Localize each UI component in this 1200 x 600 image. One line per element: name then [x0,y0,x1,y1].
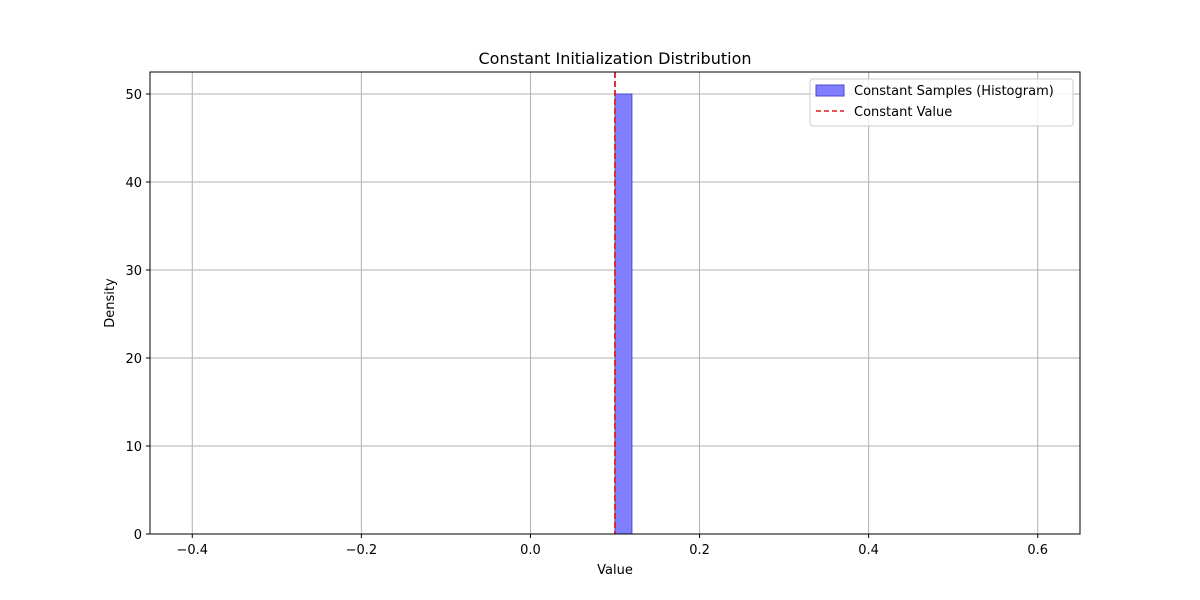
histogram-bars [614,93,633,535]
x-tick-label: −0.2 [346,543,378,558]
chart-title: Constant Initialization Distribution [478,49,751,68]
x-tick-label: 0.2 [689,543,710,558]
legend-label-histogram: Constant Samples (Histogram) [854,84,1054,99]
legend: Constant Samples (Histogram) Constant Va… [809,78,1074,127]
histogram-bar [614,93,633,535]
y-tick-label: 30 [125,264,142,279]
y-tick-label: 10 [125,440,142,455]
y-tick-label: 50 [125,88,142,103]
y-axis-label: Density [103,278,118,328]
x-tick-label: −0.4 [176,543,208,558]
x-axis-ticks: −0.4 −0.2 0.0 0.2 0.4 0.6 [176,534,1048,558]
x-tick-label: 0.6 [1027,543,1048,558]
legend-histogram-swatch [815,84,845,97]
y-axis-ticks: 0 10 20 30 40 50 [125,88,150,543]
x-tick-label: 0.4 [858,543,879,558]
x-tick-label: 0.0 [520,543,541,558]
x-axis-label: Value [597,563,633,578]
legend-label-constant-value: Constant Value [854,105,952,120]
legend-box [809,78,1074,127]
y-tick-label: 40 [125,176,142,191]
plot-area-frame [149,71,1081,535]
y-tick-label: 20 [125,352,142,367]
y-tick-label: 0 [134,528,142,543]
